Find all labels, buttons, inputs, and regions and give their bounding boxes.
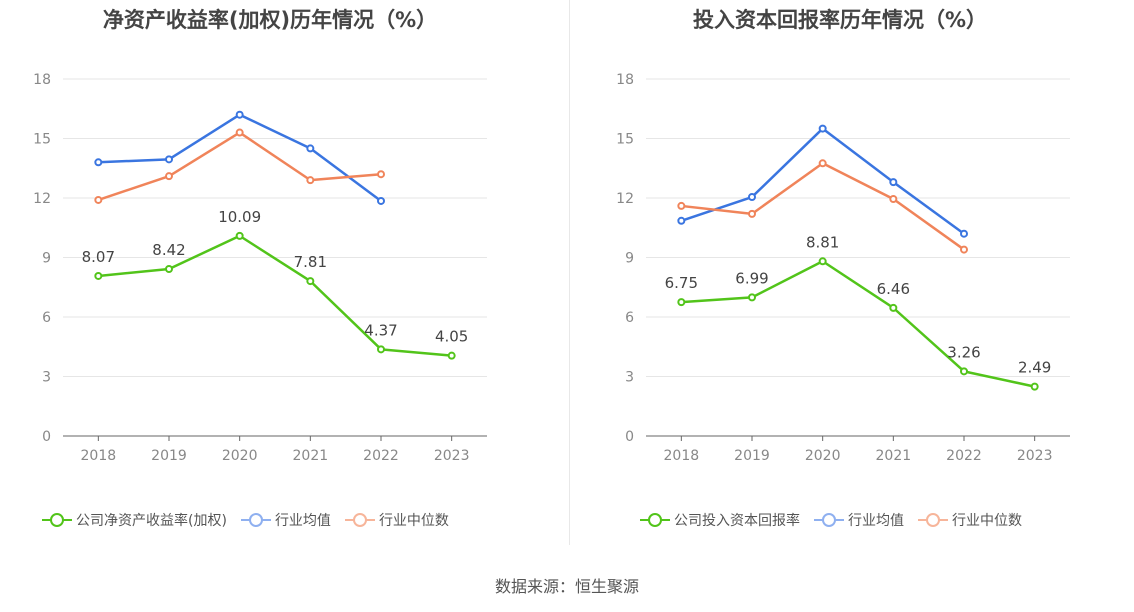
roic-legend: 公司投入资本回报率 行业均值 行业中位数 — [640, 510, 1036, 530]
roe-ytick-label: 15 — [33, 132, 51, 148]
roe-legend-item[interactable]: 行业中位数 — [344, 510, 449, 530]
legend-marker-icon — [814, 513, 844, 527]
roe-point — [94, 195, 103, 204]
roe-legend: 公司净资产收益率(加权) 行业均值 行业中位数 — [42, 510, 463, 530]
roic-ytick-label: 0 — [625, 429, 634, 445]
roic-point — [960, 245, 968, 254]
panel-divider — [569, 0, 570, 545]
legend-marker-icon — [42, 513, 72, 527]
chart-title-roic: 投入资本回报率历年情况（%） — [692, 8, 988, 32]
legend-label: 行业中位数 — [952, 513, 1022, 529]
roe-point — [306, 176, 315, 185]
roic-point — [677, 201, 686, 210]
legend-marker-icon — [918, 513, 948, 527]
roe-point — [165, 172, 173, 181]
roe-point — [235, 128, 244, 137]
roic-ytick-label: 12 — [616, 191, 634, 207]
roic-data-label: 6.75 — [665, 274, 698, 292]
legend-label: 行业均值 — [848, 513, 904, 529]
legend-label: 公司投入资本回报率 — [674, 513, 800, 529]
roe-point — [235, 231, 244, 240]
roe-point — [94, 271, 103, 280]
roic-data-label: 8.81 — [806, 233, 839, 251]
roe-series-line-0 — [98, 234, 452, 357]
roe-point — [235, 110, 244, 119]
roe-point — [306, 144, 315, 153]
roe-xtick-label: 2023 — [434, 448, 470, 464]
roic-point — [818, 159, 827, 168]
roic-point — [748, 193, 756, 202]
roe-ytick-label: 12 — [33, 191, 51, 207]
roic-ytick-label: 3 — [625, 370, 634, 386]
roic-xtick-label: 2020 — [805, 448, 841, 464]
roic-point — [677, 216, 686, 225]
roe-ytick-label: 9 — [42, 251, 51, 267]
roic-xtick-label: 2019 — [734, 448, 770, 464]
roe-legend-item[interactable]: 行业均值 — [240, 510, 331, 530]
roic-series-line-0 — [681, 260, 1035, 388]
roic-data-label: 3.26 — [947, 343, 980, 361]
roe-xtick-label: 2018 — [81, 448, 117, 464]
roic-legend-item[interactable]: 公司投入资本回报率 — [640, 510, 800, 530]
roe-ytick-label: 0 — [42, 429, 51, 445]
legend-marker-icon — [240, 513, 271, 527]
roe-data-label: 4.37 — [364, 321, 397, 339]
roic-data-label: 6.99 — [735, 269, 768, 287]
roe-chart: 0 3 6 9 12 15 18 2018 2019 2020 2021 2022 2023 8.07 8.… — [33, 72, 487, 464]
roe-point — [306, 277, 315, 286]
legend-label: 行业均值 — [274, 513, 331, 529]
roic-point — [818, 257, 827, 266]
legend-marker-icon — [640, 513, 670, 527]
roe-point — [447, 351, 456, 360]
roic-ytick-label: 9 — [625, 251, 634, 267]
legend-label: 公司净资产收益率(加权) — [76, 513, 227, 529]
roic-point — [677, 298, 686, 307]
roic-data-label: 6.46 — [877, 280, 910, 298]
roic-point — [960, 229, 968, 238]
roic-point — [748, 293, 756, 302]
roic-xtick-label: 2023 — [1017, 448, 1053, 464]
roic-point — [889, 303, 898, 312]
roic-ytick-label: 15 — [616, 132, 634, 148]
roic-point — [889, 178, 898, 187]
roe-point — [377, 170, 385, 179]
roic-ytick-label: 18 — [616, 72, 634, 88]
roe-legend-item[interactable]: 公司净资产收益率(加权) — [42, 510, 227, 530]
roic-legend-item[interactable]: 行业中位数 — [918, 510, 1022, 530]
roe-point — [165, 155, 173, 164]
roic-point — [748, 209, 756, 218]
data-source: 数据来源：恒生聚源 — [494, 577, 639, 596]
roic-xtick-label: 2018 — [664, 448, 700, 464]
roe-point — [165, 265, 173, 274]
roic-point — [818, 124, 827, 133]
roe-ytick-label: 6 — [42, 310, 51, 326]
roe-data-label: 10.09 — [218, 208, 261, 226]
roic-xtick-label: 2021 — [876, 448, 912, 464]
roic-legend-item[interactable]: 行业均值 — [814, 510, 904, 530]
roe-xtick-label: 2019 — [151, 448, 187, 464]
roic-point — [889, 194, 898, 203]
roe-point — [94, 158, 103, 167]
roe-point — [377, 345, 385, 354]
roic-chart: 0 3 6 9 12 15 18 2018 2019 2020 2021 2022 2023 6.75 6.… — [616, 72, 1070, 464]
roe-data-label: 8.42 — [152, 241, 185, 259]
legend-label: 行业中位数 — [378, 513, 449, 529]
roe-ytick-label: 3 — [42, 370, 51, 386]
chart-title-roe: 净资产收益率(加权)历年情况（%） — [102, 8, 438, 32]
roe-data-label: 8.07 — [82, 248, 115, 266]
roe-point — [377, 196, 385, 205]
legend-marker-icon — [344, 513, 375, 527]
roe-xtick-label: 2021 — [293, 448, 329, 464]
roe-xtick-label: 2022 — [363, 448, 399, 464]
roe-data-label: 4.05 — [435, 328, 468, 346]
roic-point — [960, 367, 968, 376]
roic-point — [1030, 382, 1039, 391]
roic-data-label: 2.49 — [1018, 359, 1051, 377]
roe-xtick-label: 2020 — [222, 448, 258, 464]
roe-ytick-label: 18 — [33, 72, 51, 88]
roic-xtick-label: 2022 — [946, 448, 982, 464]
roic-ytick-label: 6 — [625, 310, 634, 326]
roe-data-label: 7.81 — [294, 253, 327, 271]
